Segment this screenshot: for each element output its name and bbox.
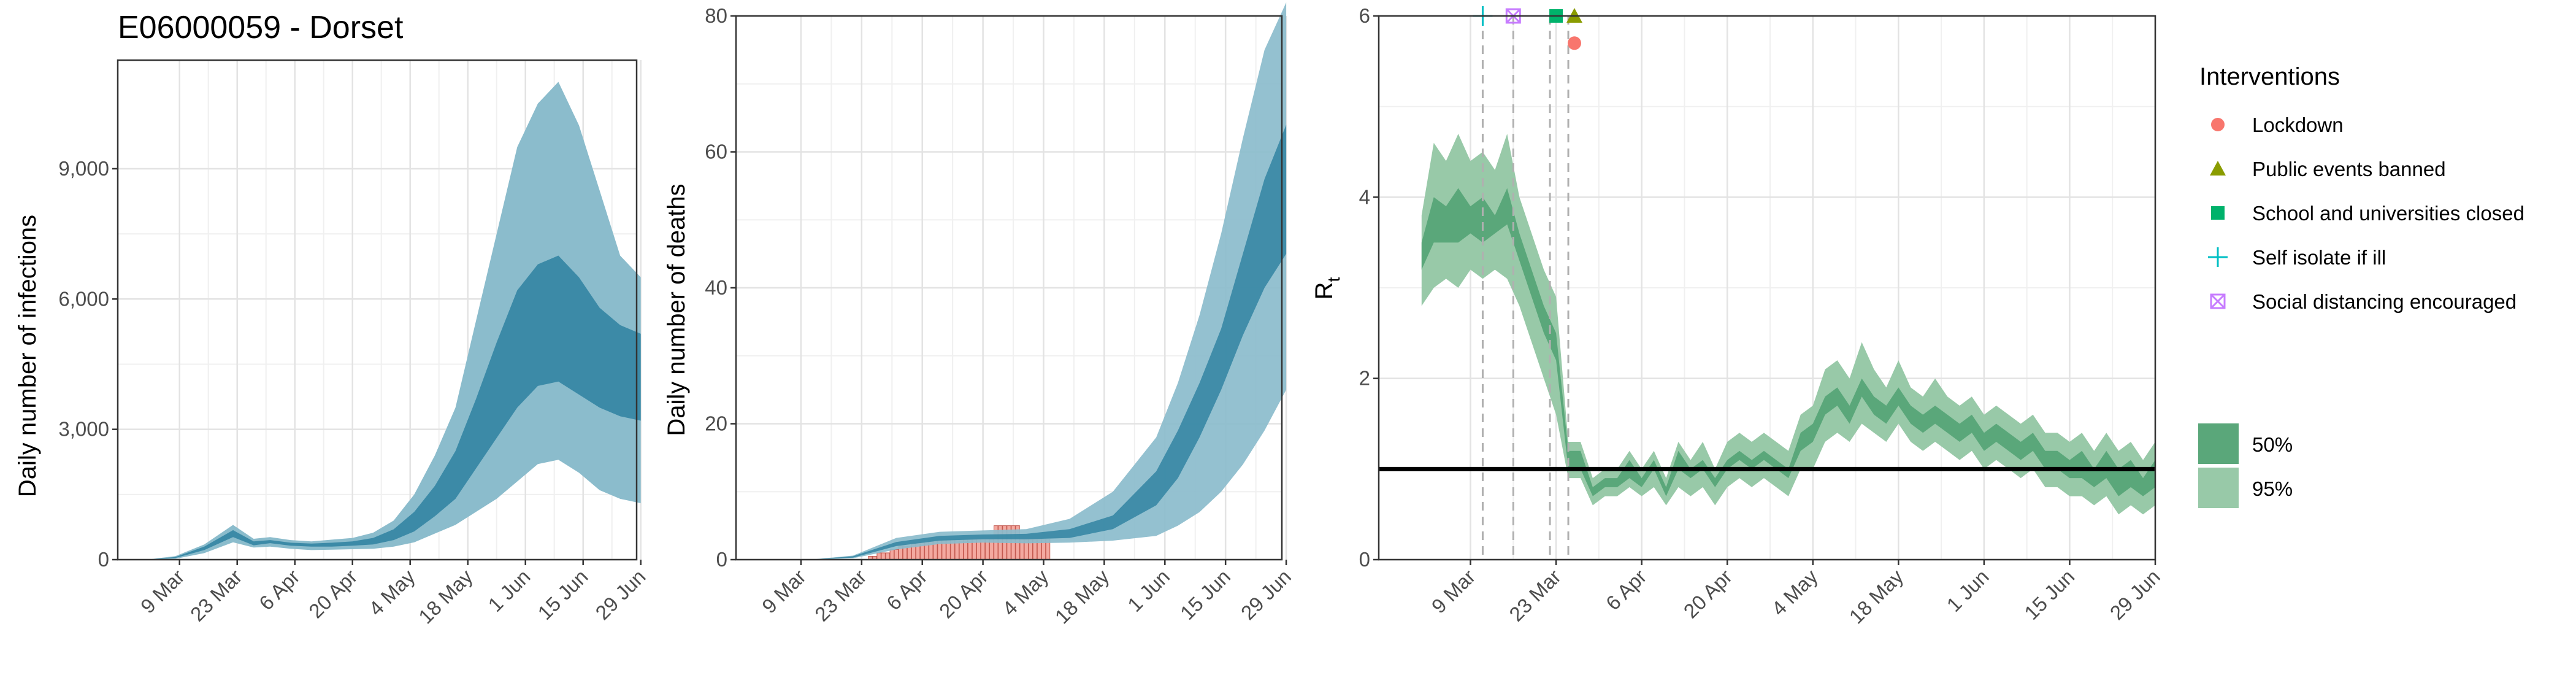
observed-death-bar [885, 552, 890, 560]
infections-y-axis-title: Daily number of infections [14, 215, 41, 497]
observed-death-bar [881, 552, 886, 560]
infections-y-tick-label: 6,000 [58, 287, 109, 310]
legend-item-label: Public events banned [2252, 158, 2446, 180]
deaths-y-tick-label: 80 [705, 4, 727, 27]
legend-key-square [2211, 206, 2225, 220]
infections-y-tick-label: 0 [98, 548, 109, 571]
legend-item-label: Lockdown [2252, 114, 2344, 136]
infections-ci95-band [147, 82, 641, 560]
rt-y-tick-label: 4 [1359, 185, 1370, 208]
rt-y-axis-title: Rt [1311, 277, 1343, 299]
infections-y-tick-label: 9,000 [58, 157, 109, 180]
legend-item-label: School and universities closed [2252, 202, 2524, 225]
legend-band-label: 95% [2252, 477, 2293, 500]
rt-y-axis-title-main: R [1311, 282, 1338, 299]
rt-y-tick-label: 6 [1359, 4, 1370, 27]
intervention-marker-circle [1567, 36, 1581, 50]
legend-item-label: Social distancing encouraged [2252, 290, 2517, 313]
legend-key-boxx-diag2 [2210, 293, 2226, 309]
panel-title: E06000059 - Dorset [118, 10, 404, 45]
legend-key-triangle [2210, 161, 2226, 176]
rt-panel-border [1378, 15, 2156, 561]
legend-band-label: 50% [2252, 433, 2293, 456]
infections-y-tick-label: 3,000 [58, 418, 109, 441]
deaths-y-tick-label: 0 [716, 548, 727, 571]
deaths-y-axis-title: Daily number of deaths [663, 183, 690, 436]
infections-ci50-band [147, 255, 641, 560]
legend-key-circle [2211, 118, 2225, 131]
rt-y-tick-label: 2 [1359, 367, 1370, 390]
observed-death-bar [889, 549, 894, 560]
observed-death-bar [876, 552, 881, 560]
deaths-y-tick-label: 40 [705, 276, 727, 299]
legend-key-boxx-box [2210, 293, 2226, 309]
legend-title: Interventions [2199, 63, 2340, 90]
rt-y-tick-label: 0 [1359, 548, 1370, 571]
rt-ci50-band [1421, 188, 2155, 496]
infections-panel-border [117, 59, 638, 561]
observed-death-bar [907, 546, 912, 560]
legend-band-swatch [2198, 468, 2239, 508]
legend-item-label: Self isolate if ill [2252, 246, 2386, 269]
legend-band-swatch [2198, 423, 2239, 464]
observed-death-bar [894, 549, 899, 560]
legend: Interventions Lockdown Public events bann… [2198, 63, 2524, 508]
deaths-y-tick-label: 20 [705, 412, 727, 435]
deaths-y-tick-label: 60 [705, 141, 727, 163]
rt-y-axis-title-subscript: t [1324, 277, 1343, 282]
